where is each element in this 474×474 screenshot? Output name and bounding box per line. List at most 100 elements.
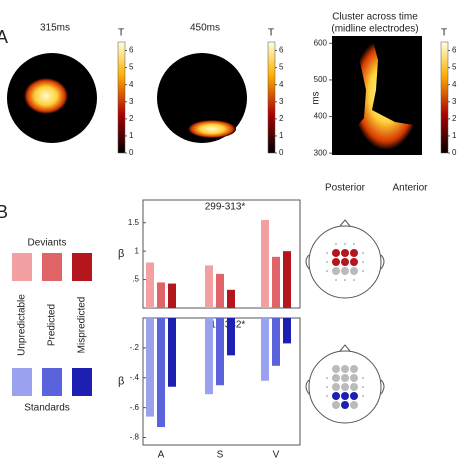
electrode	[350, 392, 358, 400]
legend-group: Standards	[24, 403, 70, 414]
map-title: 450ms	[190, 23, 220, 34]
activation	[188, 120, 236, 138]
bar	[272, 256, 280, 308]
legend-swatch	[12, 253, 32, 281]
x-tick-label: S	[217, 450, 224, 461]
x-label: Posterior	[325, 183, 366, 194]
bar	[283, 251, 291, 308]
electrode	[341, 258, 349, 266]
electrode	[326, 270, 328, 272]
y-tick-label: 400	[314, 112, 328, 121]
x-tick-label: V	[273, 450, 280, 461]
electrode	[341, 267, 349, 275]
electrode	[350, 383, 358, 391]
colorbar-tick-label: 4	[452, 80, 457, 89]
y-tick-label: -.8	[130, 433, 140, 442]
panel-label: B	[0, 202, 8, 222]
legend-swatch	[72, 253, 92, 281]
bar	[157, 318, 165, 428]
bar	[283, 318, 291, 344]
bar	[216, 273, 224, 308]
electrode	[341, 249, 349, 257]
y-axis-label: β	[118, 375, 124, 387]
electrode	[344, 243, 346, 245]
colorbar-tick-label: 1	[279, 131, 284, 140]
topomap	[157, 53, 247, 143]
colorbar-label: T	[268, 28, 274, 39]
y-tick-label: 500	[314, 75, 328, 84]
colorbar-tick-label: 1	[129, 131, 134, 140]
electrode	[341, 401, 349, 409]
colorbar-tick-label: 6	[452, 46, 457, 55]
colorbar-tick-label: 1	[452, 131, 457, 140]
electrode	[326, 252, 328, 254]
electrode	[353, 243, 355, 245]
y-tick-label: -.4	[130, 373, 140, 382]
y-tick-label: 600	[314, 38, 328, 47]
electrode	[350, 365, 358, 373]
bar	[146, 262, 154, 308]
colorbar	[117, 41, 126, 154]
chart-title: 299-313*	[205, 202, 246, 213]
electrode	[335, 279, 337, 281]
colorbar-tick-label: 2	[129, 114, 134, 123]
electrode	[353, 279, 355, 281]
colorbar-tick-label: 2	[452, 114, 457, 123]
legend-group: Deviants	[28, 238, 67, 249]
y-tick-label: 1	[135, 246, 140, 255]
colorbar-tick-label: 0	[279, 148, 284, 157]
y-axis-label: ms	[311, 91, 322, 104]
bar	[205, 265, 213, 308]
y-tick-label: -.6	[130, 403, 140, 412]
colorbar-tick-label: 5	[452, 63, 457, 72]
bar	[261, 219, 269, 308]
electrode	[344, 279, 346, 281]
bar	[261, 318, 269, 381]
electrode	[326, 395, 328, 397]
colorbar-tick-label: 2	[279, 114, 284, 123]
legend-swatch	[42, 368, 62, 396]
electrode	[362, 270, 364, 272]
electrode	[326, 386, 328, 388]
electrode	[332, 267, 340, 275]
colorbar-label: T	[441, 28, 447, 39]
y-tick-label: .5	[132, 275, 139, 284]
colorbar-tick-label: 4	[279, 80, 284, 89]
colorbar	[267, 41, 276, 154]
colorbar	[440, 41, 449, 154]
electrode	[350, 401, 358, 409]
electrode	[362, 252, 364, 254]
electrodes	[326, 243, 364, 409]
legend-swatch	[12, 368, 32, 396]
activation	[24, 78, 68, 114]
cluster-title: Cluster across time	[332, 12, 418, 23]
colorbar-tick-label: 6	[129, 46, 134, 55]
colorbar-tick-label: 6	[279, 46, 284, 55]
electrode	[350, 267, 358, 275]
head	[305, 219, 385, 424]
bar	[168, 318, 176, 387]
electrode	[335, 243, 337, 245]
electrode	[332, 249, 340, 257]
legend-label: Unpredictable	[17, 294, 28, 356]
legend-swatch	[42, 253, 62, 281]
bar	[272, 318, 280, 366]
colorbar-label: T	[118, 28, 124, 39]
y-axis-label: β	[118, 248, 124, 260]
electrode	[362, 386, 364, 388]
bar	[227, 289, 235, 308]
colorbar-tick-label: 5	[279, 63, 284, 72]
x-tick-label: A	[158, 450, 165, 461]
chart-title: 316-332*	[205, 320, 246, 331]
panel-label: A	[0, 27, 8, 47]
colorbar-tick-label: 4	[129, 80, 134, 89]
legend-label: Mispredicted	[77, 297, 88, 354]
y-tick-label: 300	[314, 148, 328, 157]
bar	[157, 282, 165, 308]
bar	[216, 318, 224, 386]
colorbar-tick-label: 0	[452, 148, 457, 157]
electrode	[341, 383, 349, 391]
y-tick-label: 1.5	[128, 218, 140, 227]
colorbar-tick-label: 5	[129, 63, 134, 72]
electrode	[362, 261, 364, 263]
